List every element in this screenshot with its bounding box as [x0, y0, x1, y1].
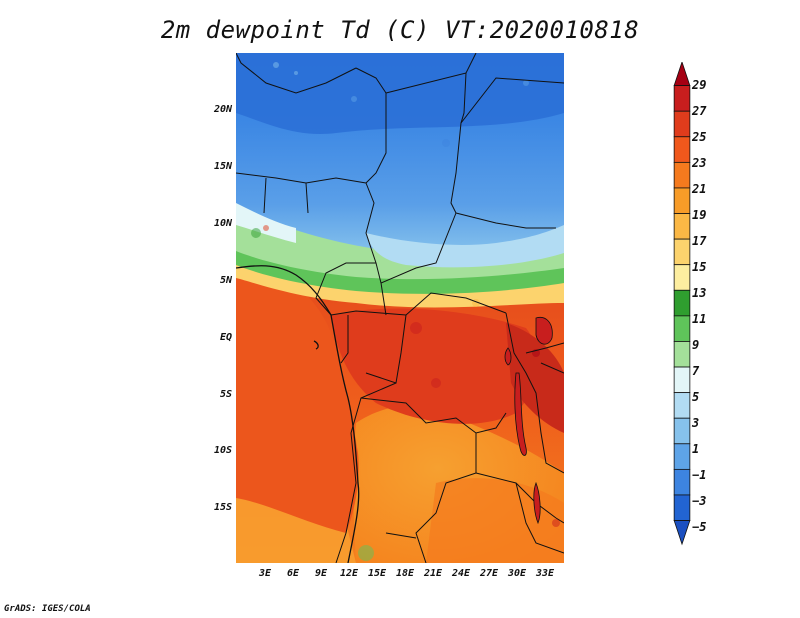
colorbar-label: 11	[692, 312, 707, 326]
lon-label: 3E	[258, 568, 272, 579]
colorbar-swatch	[673, 62, 691, 87]
colorbar-label: 23	[692, 156, 707, 170]
colorbar-swatch	[673, 110, 691, 138]
lon-label: 33E	[535, 568, 555, 579]
congo-basin-field	[331, 308, 537, 424]
lon-label: 24E	[451, 568, 471, 579]
colorbar-swatch	[673, 187, 691, 214]
coastline	[236, 265, 360, 563]
colorbar	[673, 62, 691, 546]
colorbar-swatch	[673, 443, 691, 470]
lon-label: 6E	[286, 568, 300, 579]
colorbar-swatch	[673, 520, 691, 546]
colorbar-swatch	[673, 85, 691, 112]
lat-label: 15S	[213, 502, 232, 513]
dewpoint-map	[236, 53, 564, 563]
southeast-dry-zone	[426, 478, 564, 563]
lon-label: 9E	[314, 568, 328, 579]
lon-label: 15E	[367, 568, 387, 579]
colorbar-swatch	[673, 341, 691, 368]
pale-blue-west	[236, 203, 296, 243]
colorbar-swatch	[673, 366, 691, 394]
lat-label: EQ	[219, 332, 232, 343]
colorbar-swatch	[673, 392, 691, 419]
colorbar-label: 25	[692, 130, 707, 144]
colorbar-label: 15	[692, 260, 707, 274]
colorbar-label: 29	[692, 78, 707, 92]
colorbar-label: 3	[692, 416, 700, 430]
lon-label: 27E	[479, 568, 499, 579]
lon-label: 12E	[339, 568, 359, 579]
lon-label: 18E	[395, 568, 415, 579]
colorbar-swatch	[673, 468, 691, 496]
colorbar-label: 27	[692, 104, 707, 118]
southwest-coast-zone	[236, 489, 356, 563]
colorbar-swatch	[673, 213, 691, 240]
very-dry-north	[236, 53, 564, 134]
lat-label: 10N	[213, 218, 232, 229]
lat-label: 20N	[213, 104, 232, 115]
colorbar-label: 1	[692, 442, 700, 456]
pale-blue-zone	[366, 225, 564, 268]
colorbar-label: 19	[692, 208, 707, 222]
lat-label: 5S	[219, 389, 232, 400]
colorbar-label: 17	[692, 234, 707, 248]
colorbar-swatch	[673, 264, 691, 291]
lat-label: 15N	[213, 161, 232, 172]
grads-credit: GrADS: IGES/COLA	[4, 604, 91, 614]
colorbar-swatch	[673, 161, 691, 189]
colorbar-label: 7	[692, 364, 700, 378]
colorbar-label: −5	[692, 520, 707, 534]
lat-label: 10S	[213, 445, 232, 456]
colorbar-label: 13	[692, 286, 707, 300]
colorbar-label: −3	[692, 494, 707, 508]
colorbar-swatch	[673, 417, 691, 445]
lat-label: 5N	[219, 275, 232, 286]
lon-label: 30E	[507, 568, 527, 579]
colorbar-swatch	[673, 289, 691, 317]
colorbar-label: 9	[692, 338, 700, 352]
colorbar-swatch	[673, 315, 691, 342]
colorbar-swatch	[673, 494, 691, 521]
colorbar-label: 5	[692, 390, 700, 404]
east-africa-dark	[506, 323, 564, 433]
chart-title: 2m dewpoint Td (C) VT:2020010818	[160, 16, 640, 44]
colorbar-label: 21	[692, 182, 707, 196]
atlantic-ocean-field	[236, 267, 359, 533]
lakes	[504, 316, 553, 525]
colorbar-label: −1	[692, 468, 707, 482]
colorbar-swatch	[673, 136, 691, 163]
lon-label: 21E	[423, 568, 443, 579]
colorbar-swatch	[673, 238, 691, 266]
